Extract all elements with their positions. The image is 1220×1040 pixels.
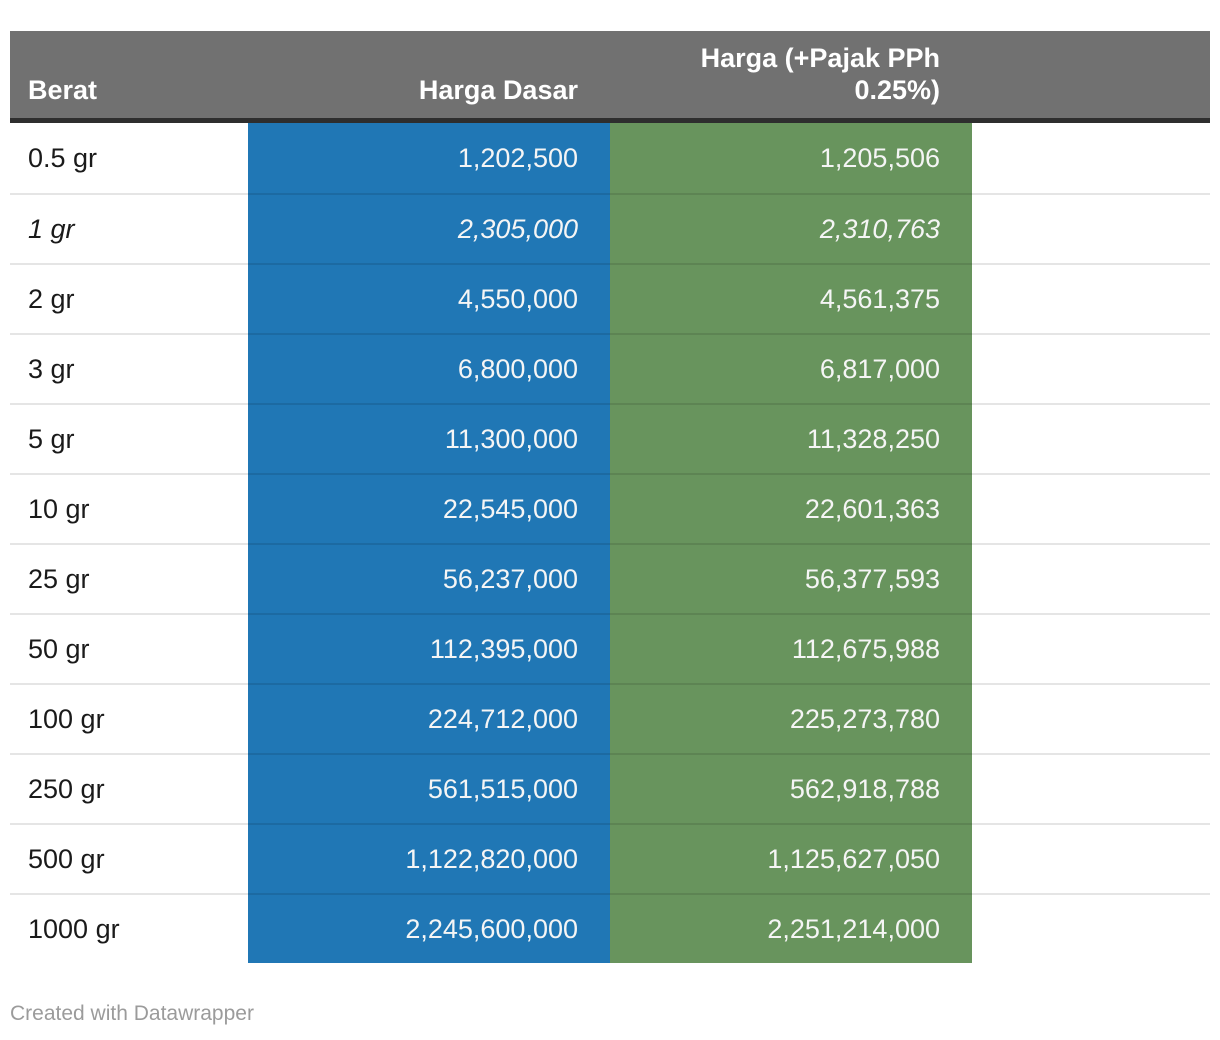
empty-cell <box>972 683 1210 753</box>
header-harga-pajak-line1: Harga (+Pajak PPh <box>700 43 940 73</box>
gold-price-table: Berat Harga Dasar Harga (+Pajak PPh 0.25… <box>10 31 1210 963</box>
table-row: 0.5 gr 1,202,500 1,205,506 <box>10 123 1210 193</box>
empty-cell <box>972 123 1210 193</box>
berat-cell: 25 gr <box>10 543 248 613</box>
harga-dasar-cell: 1,122,820,000 <box>248 823 610 893</box>
table-row: 25 gr 56,237,000 56,377,593 <box>10 543 1210 613</box>
header-harga-pajak-line2: 0.25%) <box>854 75 940 105</box>
table-row: 1000 gr 2,245,600,000 2,251,214,000 <box>10 893 1210 963</box>
harga-pajak-cell: 562,918,788 <box>610 753 972 823</box>
price-table-container: Berat Harga Dasar Harga (+Pajak PPh 0.25… <box>10 31 1210 963</box>
berat-cell: 250 gr <box>10 753 248 823</box>
table-header: Berat Harga Dasar Harga (+Pajak PPh 0.25… <box>10 31 1210 123</box>
table-row: 50 gr 112,395,000 112,675,988 <box>10 613 1210 683</box>
table-row: 500 gr 1,122,820,000 1,125,627,050 <box>10 823 1210 893</box>
harga-pajak-cell: 2,251,214,000 <box>610 893 972 963</box>
harga-pajak-cell: 56,377,593 <box>610 543 972 613</box>
table-row: 1 gr 2,305,000 2,310,763 <box>10 193 1210 263</box>
harga-dasar-cell: 561,515,000 <box>248 753 610 823</box>
harga-pajak-cell: 2,310,763 <box>610 193 972 263</box>
empty-cell <box>972 543 1210 613</box>
table-row: 10 gr 22,545,000 22,601,363 <box>10 473 1210 543</box>
header-harga-dasar: Harga Dasar <box>248 31 610 123</box>
harga-pajak-cell: 225,273,780 <box>610 683 972 753</box>
harga-pajak-cell: 1,205,506 <box>610 123 972 193</box>
berat-cell: 5 gr <box>10 403 248 473</box>
empty-cell <box>972 753 1210 823</box>
berat-cell: 100 gr <box>10 683 248 753</box>
berat-cell: 1 gr <box>10 193 248 263</box>
empty-cell <box>972 193 1210 263</box>
harga-dasar-cell: 11,300,000 <box>248 403 610 473</box>
berat-cell: 2 gr <box>10 263 248 333</box>
empty-cell <box>972 473 1210 543</box>
empty-cell <box>972 613 1210 683</box>
table-row: 5 gr 11,300,000 11,328,250 <box>10 403 1210 473</box>
harga-pajak-cell: 4,561,375 <box>610 263 972 333</box>
harga-dasar-cell: 6,800,000 <box>248 333 610 403</box>
harga-pajak-cell: 11,328,250 <box>610 403 972 473</box>
berat-cell: 3 gr <box>10 333 248 403</box>
header-harga-pajak: Harga (+Pajak PPh 0.25%) <box>610 31 972 123</box>
harga-dasar-cell: 2,305,000 <box>248 193 610 263</box>
empty-cell <box>972 403 1210 473</box>
empty-cell <box>972 823 1210 893</box>
empty-cell <box>972 263 1210 333</box>
harga-dasar-cell: 2,245,600,000 <box>248 893 610 963</box>
berat-cell: 1000 gr <box>10 893 248 963</box>
table-body: 0.5 gr 1,202,500 1,205,506 1 gr 2,305,00… <box>10 123 1210 963</box>
harga-dasar-cell: 4,550,000 <box>248 263 610 333</box>
datawrapper-credit-link[interactable]: Created with Datawrapper <box>10 1002 254 1025</box>
harga-dasar-cell: 224,712,000 <box>248 683 610 753</box>
berat-cell: 500 gr <box>10 823 248 893</box>
harga-pajak-cell: 1,125,627,050 <box>610 823 972 893</box>
empty-cell <box>972 333 1210 403</box>
table-row: 100 gr 224,712,000 225,273,780 <box>10 683 1210 753</box>
berat-cell: 10 gr <box>10 473 248 543</box>
berat-cell: 0.5 gr <box>10 123 248 193</box>
harga-pajak-cell: 6,817,000 <box>610 333 972 403</box>
harga-dasar-cell: 1,202,500 <box>248 123 610 193</box>
header-empty <box>972 31 1210 123</box>
table-row: 250 gr 561,515,000 562,918,788 <box>10 753 1210 823</box>
harga-dasar-cell: 112,395,000 <box>248 613 610 683</box>
harga-dasar-cell: 56,237,000 <box>248 543 610 613</box>
table-row: 3 gr 6,800,000 6,817,000 <box>10 333 1210 403</box>
harga-pajak-cell: 112,675,988 <box>610 613 972 683</box>
empty-cell <box>972 893 1210 963</box>
header-row: Berat Harga Dasar Harga (+Pajak PPh 0.25… <box>10 31 1210 123</box>
harga-dasar-cell: 22,545,000 <box>248 473 610 543</box>
table-row: 2 gr 4,550,000 4,561,375 <box>10 263 1210 333</box>
harga-pajak-cell: 22,601,363 <box>610 473 972 543</box>
berat-cell: 50 gr <box>10 613 248 683</box>
header-berat: Berat <box>10 31 248 123</box>
